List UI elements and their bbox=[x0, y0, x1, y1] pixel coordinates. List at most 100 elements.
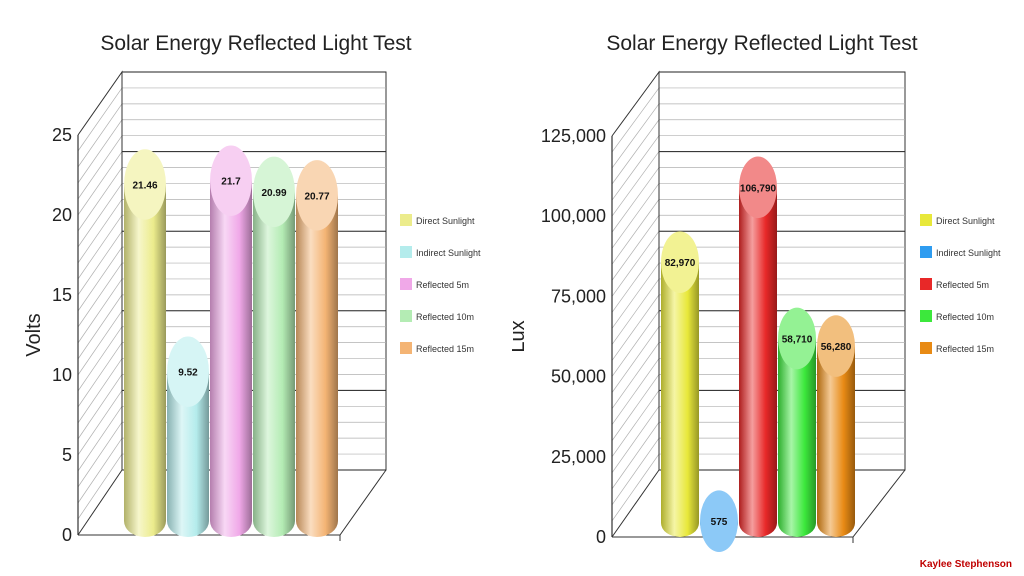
side-gridline bbox=[611, 135, 660, 201]
bar-top bbox=[167, 336, 209, 407]
y-tick-label: 15 bbox=[52, 285, 72, 305]
bar-direct-sunlight bbox=[124, 149, 166, 537]
side-gridline bbox=[611, 374, 660, 441]
side-gridline bbox=[611, 453, 660, 522]
legend-swatch bbox=[920, 310, 932, 322]
chart-title: Solar Energy Reflected Light Test bbox=[606, 32, 917, 55]
y-tick-label: 25,000 bbox=[551, 447, 606, 467]
bar-body bbox=[817, 346, 855, 537]
lux-chart: Solar Energy Reflected Light Test 0 25,000… bbox=[512, 32, 1001, 552]
y-axis-label: Lux bbox=[512, 320, 529, 352]
side-gridline bbox=[77, 119, 123, 184]
bar-reflected-10m bbox=[778, 307, 816, 537]
legend-swatch bbox=[400, 278, 412, 290]
side-gridline bbox=[611, 294, 660, 361]
side-gridline bbox=[611, 326, 660, 393]
side-gridline bbox=[611, 230, 660, 297]
data-label: 20.99 bbox=[261, 188, 286, 199]
bar-top bbox=[778, 307, 816, 370]
data-label: 575 bbox=[711, 517, 728, 528]
lux-chart-panel: Solar Energy Reflected Light Test 0 25,000… bbox=[512, 0, 1024, 560]
data-label: 56,280 bbox=[821, 342, 852, 353]
side-gridline bbox=[77, 167, 123, 232]
chart-title: Solar Energy Reflected Light Test bbox=[100, 32, 411, 55]
side-gridline bbox=[77, 358, 123, 424]
side-gridline bbox=[611, 246, 660, 313]
side-gridline bbox=[77, 199, 123, 264]
y-tick-label: 125,000 bbox=[541, 126, 606, 146]
side-gridline bbox=[77, 326, 123, 392]
data-label: 58,710 bbox=[782, 334, 813, 345]
bar-body bbox=[296, 195, 338, 537]
bar-reflected-5m bbox=[739, 156, 777, 537]
side-gridline bbox=[611, 119, 660, 185]
side-gridline bbox=[77, 374, 123, 440]
side-gridline bbox=[611, 262, 660, 329]
side-gridline bbox=[77, 437, 123, 504]
y-tick-label: 0 bbox=[62, 525, 72, 545]
side-gridline bbox=[611, 151, 660, 217]
bar-direct-sunlight bbox=[661, 231, 699, 537]
data-label: 21.7 bbox=[221, 177, 241, 188]
side-gridline bbox=[77, 406, 123, 472]
side-gridline bbox=[611, 390, 660, 458]
y-tick-label: 25 bbox=[52, 125, 72, 145]
side-gridline bbox=[611, 215, 660, 281]
legend-label: Reflected 10m bbox=[936, 312, 994, 322]
legend-label: Indirect Sunlight bbox=[936, 248, 1001, 258]
bar-body bbox=[739, 187, 777, 537]
bar-top bbox=[296, 160, 338, 231]
side-gridline bbox=[77, 135, 123, 200]
legend-label: Reflected 15m bbox=[416, 344, 474, 354]
side-gridline bbox=[611, 103, 660, 169]
y-tick-label: 5 bbox=[62, 445, 72, 465]
y-tick-label: 20 bbox=[52, 205, 72, 225]
side-gridline bbox=[611, 310, 660, 377]
bar-reflected-15m bbox=[296, 160, 338, 537]
y-tick-label: 50,000 bbox=[551, 367, 606, 387]
side-gridline bbox=[611, 87, 660, 153]
side-gridline bbox=[77, 87, 123, 152]
legend-label: Reflected 5m bbox=[416, 280, 469, 290]
author-credit: Kaylee Stephenson bbox=[919, 559, 1012, 570]
side-gridline bbox=[77, 342, 123, 408]
side-gridline bbox=[611, 406, 660, 474]
bar-top bbox=[210, 145, 252, 216]
side-gridline bbox=[77, 390, 123, 456]
side-gridline bbox=[611, 422, 660, 490]
volts-chart: Solar Energy Reflected Light Test 0 5 10 15 2… bbox=[23, 32, 481, 545]
side-gridline bbox=[611, 278, 660, 345]
legend-label: Indirect Sunlight bbox=[416, 248, 481, 258]
side-gridline bbox=[611, 199, 660, 265]
bar-body bbox=[778, 338, 816, 537]
bar-top bbox=[817, 315, 855, 377]
y-tick-label: 100,000 bbox=[541, 206, 606, 226]
bar-top bbox=[124, 149, 166, 220]
side-gridline bbox=[611, 342, 660, 409]
side-gridline bbox=[611, 167, 660, 233]
volts-chart-panel: Solar Energy Reflected Light Test 0 5 10 15 2… bbox=[0, 0, 512, 560]
data-label: 82,970 bbox=[665, 258, 696, 269]
legend-swatch bbox=[400, 246, 412, 258]
bar-reflected-15m bbox=[817, 315, 855, 537]
y-axis-label: Volts bbox=[23, 313, 45, 356]
legend-swatch bbox=[400, 342, 412, 354]
data-label: 9.52 bbox=[178, 368, 198, 379]
data-label: 20.77 bbox=[304, 191, 329, 202]
side-gridline bbox=[77, 294, 123, 360]
bar-reflected-5m bbox=[210, 145, 252, 537]
left-wall bbox=[77, 70, 123, 536]
side-gridline bbox=[77, 151, 123, 216]
data-label: 21.46 bbox=[132, 181, 157, 192]
legend-swatch bbox=[400, 214, 412, 226]
bar-body bbox=[253, 191, 295, 537]
bar-top bbox=[739, 156, 777, 219]
side-gridline bbox=[77, 278, 123, 344]
bar-indirect-sunlight bbox=[167, 336, 209, 537]
legend-swatch bbox=[920, 278, 932, 290]
legend-swatch bbox=[920, 246, 932, 258]
side-gridline bbox=[77, 231, 123, 296]
side-gridline bbox=[77, 453, 123, 520]
legend-swatch bbox=[400, 310, 412, 322]
chart-walls bbox=[611, 70, 906, 543]
